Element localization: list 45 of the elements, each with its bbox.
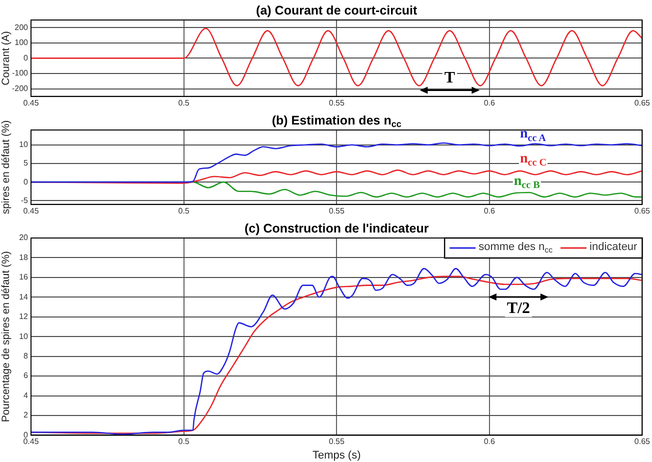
x-tick-label: 0.6	[484, 98, 496, 108]
x-tick-label: 0.6	[484, 206, 496, 216]
y-tick-label: 16	[19, 272, 29, 282]
y-tick-label: -200	[12, 84, 29, 93]
y-tick-label: 4	[24, 390, 29, 400]
x-tick-label: 0.65	[634, 98, 651, 108]
x-tick-label: 0.65	[634, 206, 651, 216]
x-tick-label: 0.5	[178, 437, 190, 446]
y-tick-label: 0	[24, 53, 29, 62]
x-tick-label: 0.5	[178, 206, 190, 216]
y-tick-label: 12	[19, 312, 29, 322]
y-tick-label: 10	[19, 140, 29, 150]
x-tick-label: 0.45	[23, 437, 40, 446]
chart-title: (c) Construction de l'indicateur	[244, 221, 429, 236]
y-tick-label: -5	[20, 196, 29, 205]
line-series	[31, 142, 642, 183]
x-axis-title: Temps (s)	[312, 449, 361, 462]
y-tick-label: -100	[12, 68, 29, 78]
x-tick-label: 0.65	[634, 437, 651, 446]
legend-label: indicateur	[590, 241, 638, 254]
y-tick-label: 5	[24, 158, 29, 168]
y-tick-label: 200	[14, 22, 29, 32]
y-tick-label: 14	[19, 292, 29, 302]
x-tick-label: 0.45	[23, 206, 40, 216]
chart-title: (a) Courant de court-circuit	[256, 3, 418, 18]
y-tick-label: 20	[19, 233, 29, 242]
y-tick-label: 2	[24, 410, 29, 420]
y-tick-label: 18	[19, 252, 29, 262]
y-tick-label: 10	[19, 332, 29, 341]
x-tick-label: 0.6	[484, 437, 496, 446]
y-axis-title: spires en défaut (%)	[0, 120, 12, 214]
x-tick-label: 0.5	[178, 98, 190, 108]
y-tick-label: 100	[14, 38, 29, 48]
x-tick-label: 0.45	[23, 98, 40, 108]
annotation: T/2	[506, 300, 530, 318]
y-tick-label: 0	[24, 430, 29, 440]
y-tick-label: 0	[24, 177, 29, 186]
y-axis-title: Pourcentage de spires en défaut (%)	[0, 251, 12, 422]
y-tick-label: 6	[24, 371, 29, 380]
x-tick-label: 0.55	[328, 437, 345, 446]
y-tick-label: 8	[24, 352, 29, 361]
annotation: T	[444, 69, 456, 86]
y-axis-title: Courant (A)	[0, 31, 12, 86]
x-tick-label: 0.55	[328, 98, 345, 108]
x-tick-label: 0.55	[328, 206, 345, 216]
